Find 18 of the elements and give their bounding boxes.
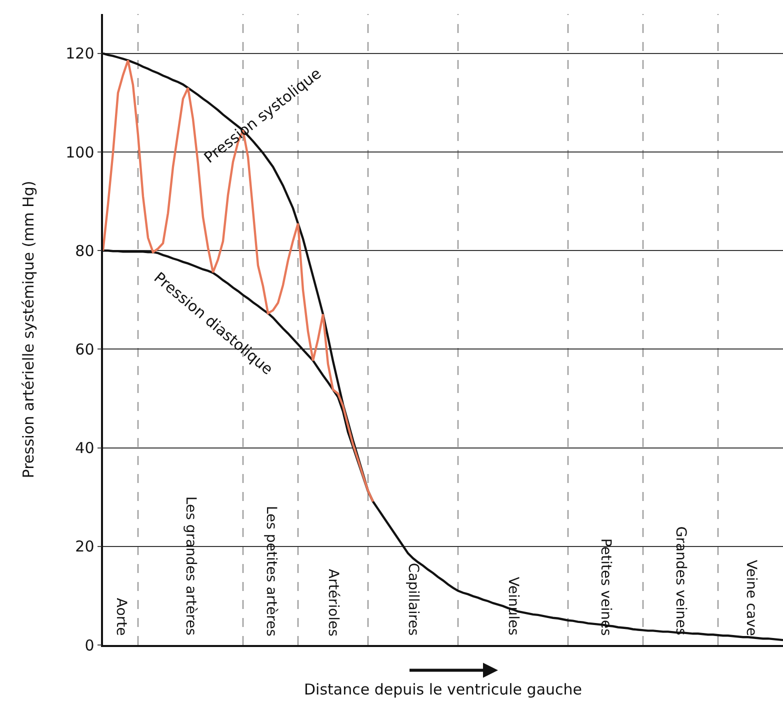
annotation: Veinules: [504, 576, 521, 636]
annotation: Capillaires: [404, 562, 421, 636]
annotation: Petites veines: [597, 538, 614, 636]
annotation: Veine cave: [742, 560, 759, 636]
y-tick-label: 20: [75, 538, 94, 556]
y-tick-label: 40: [75, 439, 94, 458]
annotation: Les petites artères: [262, 506, 279, 636]
annotation: Artérioles: [324, 568, 341, 636]
annotation: Grandes veines: [672, 526, 688, 636]
y-axis-title: Pression artérielle systémique (mm Hg): [19, 180, 38, 478]
y-tick-label: 120: [66, 44, 94, 63]
y-tick-label: 0: [84, 636, 94, 654]
x-axis-title: Distance depuis le ventricule gauche: [304, 680, 582, 698]
y-tick-label: 60: [75, 340, 94, 358]
y-tick-label: 80: [75, 242, 94, 260]
annotation: Les grandes artères: [182, 496, 198, 636]
annotation: Aorte: [112, 598, 129, 636]
y-tick-label: 100: [66, 143, 94, 162]
